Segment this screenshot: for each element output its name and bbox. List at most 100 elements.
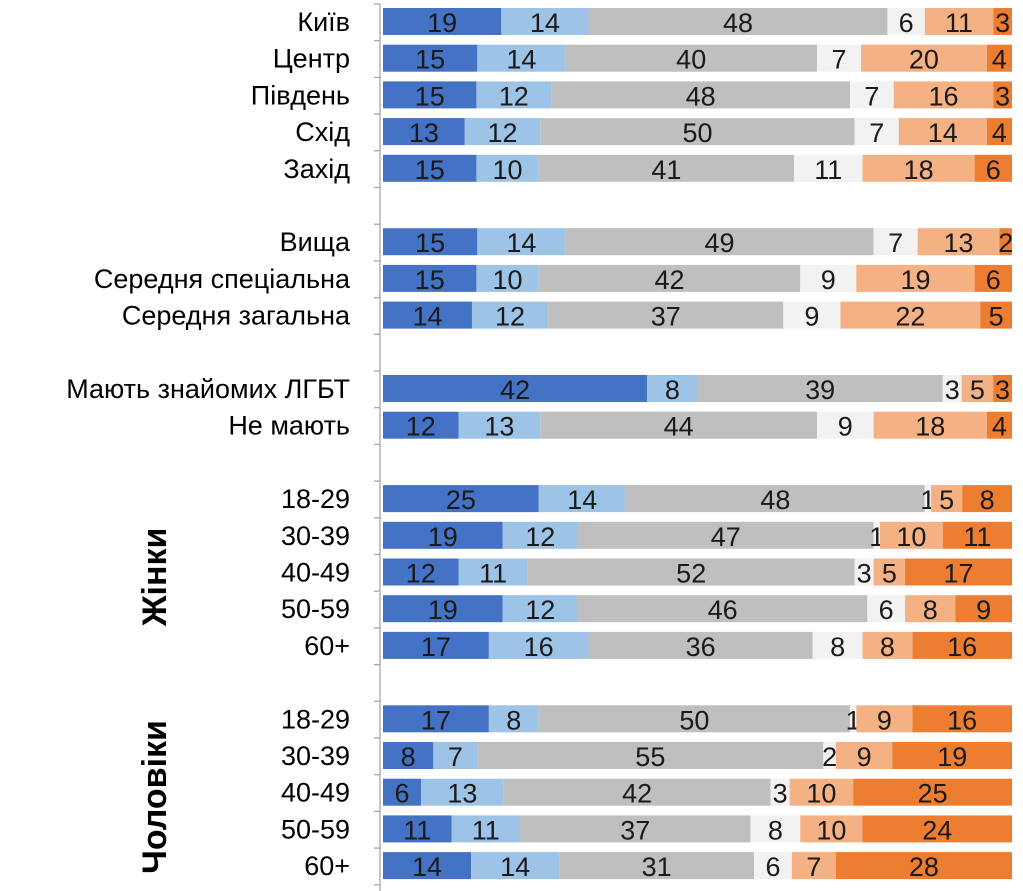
data-label: 14: [506, 228, 536, 258]
bar-segment: [770, 778, 790, 806]
data-label: 7: [832, 45, 847, 75]
bar-segment: [565, 228, 874, 256]
bar-segment: [912, 705, 1012, 733]
bar-segment: [548, 301, 784, 329]
data-label: 25: [446, 485, 476, 515]
bar-segment: [577, 521, 874, 549]
data-label: 15: [415, 155, 445, 185]
bar-segment: [817, 411, 874, 439]
data-label: 3: [773, 779, 788, 809]
bar-segment: [527, 558, 855, 586]
category-label: 18-29: [281, 484, 350, 514]
bar-segment: [551, 81, 851, 109]
data-label: 12: [499, 81, 529, 111]
data-label: 24: [922, 815, 952, 845]
bar-segment: [879, 521, 943, 549]
bar-segment: [993, 8, 1012, 35]
data-label: 22: [895, 302, 925, 332]
data-label: 7: [888, 228, 903, 258]
data-label: 14: [412, 852, 442, 882]
data-label: 14: [530, 8, 560, 38]
data-label: 37: [651, 302, 681, 332]
data-label: 7: [448, 742, 463, 772]
data-label: 10: [806, 779, 836, 809]
data-label: 55: [635, 742, 665, 772]
data-label: 31: [642, 852, 672, 882]
data-label: 12: [406, 412, 436, 442]
category-label: 50-59: [281, 594, 350, 624]
data-label: 17: [421, 705, 451, 735]
data-label: 8: [923, 595, 938, 625]
bar-segment: [917, 228, 1000, 256]
data-label: 5: [882, 559, 897, 589]
bar-segment: [861, 44, 987, 72]
data-label: 12: [495, 302, 525, 332]
category-axis: [374, 3, 381, 891]
data-label: 13: [944, 228, 974, 258]
data-label: 13: [484, 412, 514, 442]
data-label: 9: [976, 595, 991, 625]
bar-segment: [421, 778, 504, 806]
bar-segment: [783, 301, 841, 329]
data-label: 52: [676, 559, 706, 589]
bar-segment: [887, 8, 925, 35]
bar-segment: [854, 118, 899, 146]
bar-segment: [955, 595, 1012, 623]
data-label: 6: [765, 852, 780, 882]
bar-segment: [458, 558, 528, 586]
bar-segment: [993, 375, 1012, 402]
bar-segment: [862, 154, 975, 182]
bar-segment: [986, 118, 1012, 146]
bar-segment: [794, 154, 863, 182]
data-label: 9: [821, 265, 836, 295]
category-label: 30-39: [281, 521, 350, 551]
data-label: 19: [937, 742, 967, 772]
data-label: 6: [879, 595, 894, 625]
bar-segment: [477, 228, 566, 256]
data-label: 11: [814, 155, 842, 185]
bar-segment: [383, 815, 452, 843]
category-label: Мають знайомих ЛГБТ: [66, 374, 350, 404]
data-label: 15: [415, 45, 445, 75]
bar-segment: [588, 631, 813, 659]
data-label: 12: [525, 522, 555, 552]
bar-segment: [383, 301, 472, 329]
bar-segment: [873, 558, 906, 586]
data-label: 25: [918, 779, 948, 809]
bar-segment: [924, 8, 994, 35]
bar-segment: [383, 852, 472, 880]
bar-segment: [898, 118, 987, 146]
data-label: 16: [928, 81, 958, 111]
bar-segment: [458, 411, 541, 439]
bar-segment: [488, 705, 539, 733]
data-label: 15: [415, 81, 445, 111]
data-label: 8: [830, 632, 845, 662]
bar-segment: [501, 8, 589, 35]
bar-segment: [477, 44, 566, 72]
bar-segment: [867, 595, 906, 623]
data-label: 8: [506, 705, 521, 735]
bar-segment: [383, 154, 477, 182]
data-label: 49: [704, 228, 734, 258]
bar-segment: [538, 264, 801, 292]
data-label: 3: [945, 375, 960, 405]
bar-segment: [873, 228, 918, 256]
data-label: 47: [711, 522, 741, 552]
data-label: 2: [822, 742, 837, 772]
bar-segment: [754, 852, 792, 880]
data-label: 8: [665, 375, 680, 405]
bar-segment: [856, 705, 913, 733]
group-label: Чоловіки: [136, 720, 174, 874]
data-label: 17: [421, 632, 451, 662]
data-label: 16: [947, 705, 977, 735]
bar-segment: [862, 815, 1012, 843]
data-label: 48: [686, 81, 716, 111]
data-label: 44: [664, 412, 694, 442]
data-label: 12: [487, 118, 517, 148]
data-label: 41: [651, 155, 681, 185]
bar-segment: [840, 301, 981, 329]
bar-segment: [383, 81, 477, 109]
category-label: 18-29: [281, 704, 350, 734]
data-label: 42: [500, 375, 530, 405]
bar-segment: [931, 485, 963, 513]
